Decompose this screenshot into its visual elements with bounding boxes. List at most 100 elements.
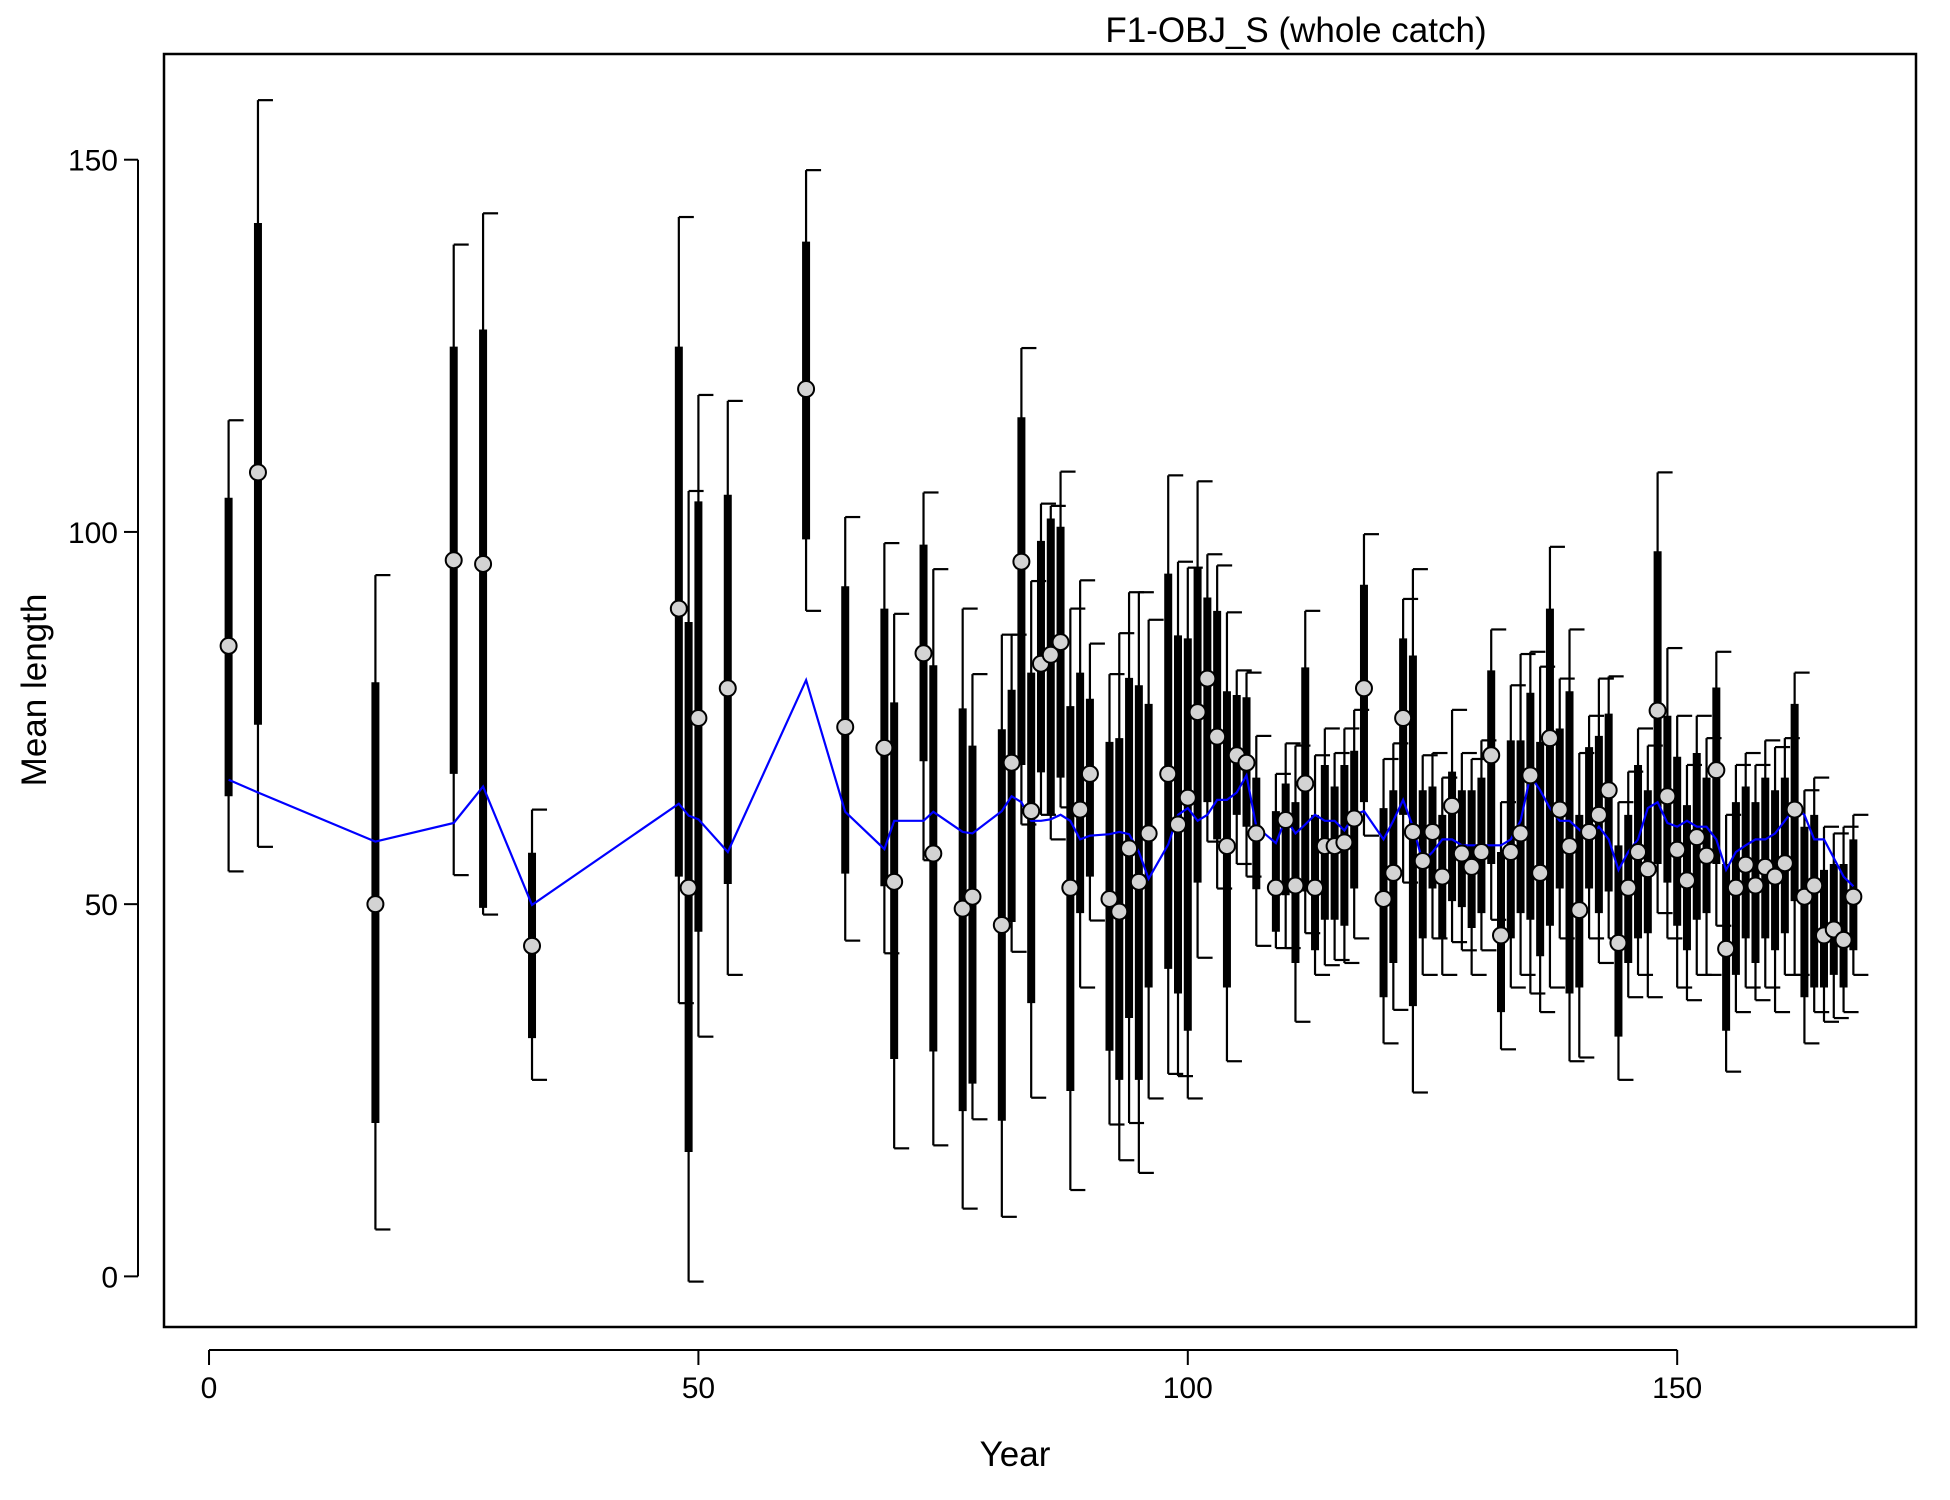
observed-point [1423, 822, 1442, 841]
observed-point [1384, 863, 1403, 882]
observed-point [1306, 878, 1325, 897]
observed-point [1188, 703, 1207, 722]
observed-point [366, 895, 385, 914]
y-tick-label: 100 [68, 517, 118, 550]
observed-point [1844, 887, 1863, 906]
observed-point [1345, 809, 1364, 828]
observed-point [1022, 802, 1041, 821]
y-tick-label: 0 [101, 1261, 118, 1294]
observed-point [1531, 863, 1550, 882]
observed-point [1540, 729, 1559, 748]
observed-point [992, 916, 1011, 934]
observed-point [1501, 843, 1520, 862]
observed-point [914, 644, 933, 663]
observed-point [1805, 876, 1824, 895]
observed-point [963, 887, 982, 906]
observed-point [1766, 867, 1785, 886]
observed-point [523, 936, 542, 955]
observed-point [1286, 876, 1305, 895]
observed-point [1589, 805, 1608, 824]
observed-point [1335, 833, 1354, 852]
chart-title: F1-OBJ_S (whole catch) [1105, 11, 1486, 50]
observed-point [1658, 787, 1677, 806]
x-tick-label: 150 [1652, 1372, 1702, 1405]
observed-point [1511, 824, 1530, 843]
observed-point [1139, 824, 1158, 843]
observed-point [1443, 796, 1462, 815]
observed-point [1041, 645, 1060, 664]
observed-point [1374, 889, 1393, 908]
observed-point [1687, 828, 1706, 847]
observed-point [1668, 840, 1687, 859]
observed-point [1726, 878, 1745, 897]
observed-point [1080, 764, 1099, 783]
observed-point [885, 872, 904, 891]
observed-point [1178, 788, 1197, 807]
observed-point [1746, 876, 1765, 895]
observed-point [444, 551, 463, 570]
observed-point [1433, 867, 1452, 886]
observed-point [1648, 701, 1667, 720]
observed-point [1247, 824, 1266, 843]
observed-point [1629, 843, 1648, 862]
observed-point [1550, 800, 1569, 819]
observed-point [1697, 846, 1716, 865]
observed-point [1619, 878, 1638, 897]
y-tick-label: 150 [68, 145, 118, 178]
observed-point [1609, 933, 1628, 952]
observed-point [1129, 872, 1148, 891]
observed-point [1677, 871, 1696, 890]
observed-point [1560, 837, 1579, 856]
observed-point [1570, 901, 1589, 920]
observed-point [219, 636, 238, 655]
observed-point [1580, 822, 1599, 841]
observed-point [1237, 753, 1256, 772]
y-axis-title: Mean length [15, 594, 54, 787]
observed-point [797, 380, 816, 398]
x-tick-label: 100 [1163, 1372, 1213, 1405]
x-tick-label: 50 [682, 1372, 715, 1405]
observed-point [1472, 843, 1491, 862]
observed-point [1354, 679, 1373, 698]
observed-point [1169, 815, 1188, 834]
observed-point [1071, 800, 1090, 819]
observed-point [836, 717, 855, 736]
observed-point [1452, 844, 1471, 863]
observed-point [1120, 839, 1139, 858]
observed-point [1482, 746, 1501, 765]
observed-point [1707, 761, 1726, 780]
observed-point [1051, 633, 1070, 652]
observed-point [1100, 889, 1119, 908]
x-tick-label: 0 [201, 1372, 218, 1405]
observed-point [1110, 902, 1129, 921]
observed-point [1276, 811, 1295, 830]
observed-point [1198, 669, 1217, 688]
observed-point [1795, 887, 1814, 906]
observed-point [1775, 854, 1794, 873]
x-axis-title: Year [980, 1435, 1051, 1474]
observed-point [875, 738, 894, 757]
observed-point [689, 709, 708, 728]
observed-point [953, 899, 972, 918]
observed-point [669, 599, 688, 618]
observed-point [1403, 822, 1422, 841]
plot-frame [162, 52, 1918, 1329]
observed-point [1413, 851, 1432, 870]
observed-point [924, 844, 943, 863]
observed-point [1834, 930, 1853, 949]
observed-point [1217, 837, 1236, 856]
observed-point [718, 679, 737, 698]
observed-point [1394, 709, 1413, 728]
observed-point [1785, 800, 1804, 819]
observed-point [1599, 781, 1618, 800]
observed-point [1717, 939, 1736, 958]
observed-point [1462, 857, 1481, 876]
observed-point [1012, 552, 1031, 571]
observed-point [1061, 878, 1080, 897]
observed-point [248, 463, 267, 482]
observed-point [474, 554, 493, 573]
observed-point [1492, 926, 1511, 945]
observed-point [1208, 727, 1227, 746]
observed-point [1159, 764, 1178, 783]
